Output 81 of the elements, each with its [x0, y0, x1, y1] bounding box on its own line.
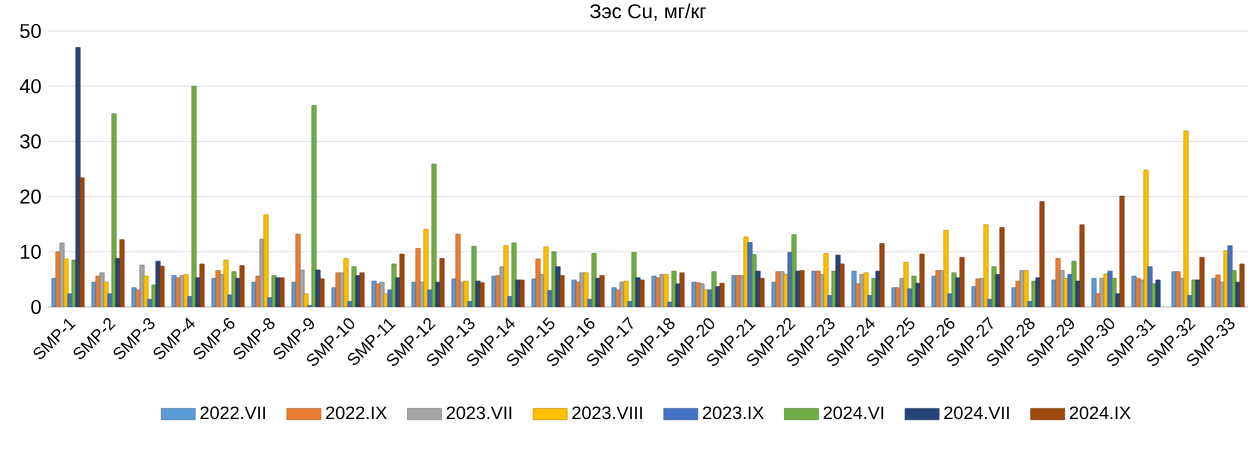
bar: [1023, 270, 1029, 307]
bar: [99, 272, 105, 307]
bar: [1039, 201, 1045, 307]
bar: [1183, 130, 1189, 307]
y-tick-label: 0: [31, 299, 41, 315]
bar: [479, 282, 485, 307]
bar: [159, 265, 165, 307]
legend-label: 2022.VII: [200, 406, 265, 420]
bar: [1079, 224, 1085, 307]
bar: [679, 272, 685, 307]
y-tick-label: 30: [20, 134, 41, 149]
bar: [699, 283, 705, 307]
bar: [851, 270, 857, 307]
legend-label: 2024.IX: [1069, 406, 1131, 420]
bar: [799, 270, 805, 307]
bar: [1091, 278, 1097, 307]
bar: [599, 275, 605, 307]
bar: [943, 229, 949, 307]
bar: [503, 245, 509, 307]
chart-title: Зэс Cu, мг/кг: [590, 3, 707, 21]
bar: [1059, 270, 1065, 307]
bar: [439, 258, 445, 307]
bar: [919, 253, 925, 307]
bar: [623, 280, 629, 307]
bar: [823, 253, 829, 307]
bar: [519, 279, 525, 307]
bar: [63, 258, 69, 307]
legend-label: 2023.VII: [446, 406, 512, 420]
bar: [343, 258, 349, 307]
bar: [103, 281, 109, 307]
bar: [983, 224, 989, 307]
bar: [755, 270, 761, 307]
legend-label: 2022.IX: [326, 406, 387, 420]
bar: [719, 282, 725, 307]
bar: [1143, 169, 1149, 307]
bar: [263, 214, 269, 307]
bar: [999, 227, 1005, 307]
bar: [239, 265, 245, 307]
bar: [959, 257, 965, 307]
bar: [663, 274, 669, 307]
bar: [119, 239, 125, 307]
y-tick-label: 10: [20, 244, 41, 259]
bar: [839, 263, 845, 307]
y-tick-label: 20: [20, 189, 41, 204]
bar: [639, 279, 645, 307]
bar: [423, 228, 429, 307]
bar: [559, 275, 565, 307]
bar: [543, 246, 549, 307]
bar: [199, 263, 205, 307]
bar: [79, 177, 85, 307]
bar: [903, 261, 909, 307]
bar: [379, 281, 385, 307]
bar: [59, 242, 65, 307]
legend-label: 2024.VII: [944, 406, 1009, 420]
bar: [359, 272, 365, 307]
legend-label: 2023.IX: [703, 406, 764, 420]
bar: [1199, 257, 1205, 307]
bar: [555, 266, 561, 307]
bar: [863, 272, 869, 307]
bar: [463, 280, 469, 307]
bar: [315, 269, 321, 307]
bar: [1119, 195, 1125, 307]
bar: [1239, 263, 1245, 307]
bar: [303, 293, 309, 307]
bar: [583, 272, 589, 307]
bar: [139, 264, 145, 307]
bar: [299, 269, 305, 307]
bar: [279, 277, 285, 307]
bar: [143, 275, 149, 307]
bar: [1155, 279, 1161, 307]
bar: [399, 253, 405, 307]
y-tick-label: 50: [20, 23, 41, 39]
bar: [223, 259, 229, 307]
bar: [319, 278, 325, 307]
bar: [183, 274, 189, 307]
bar: [879, 243, 885, 307]
y-tick-label: 40: [19, 79, 41, 94]
bar: [75, 47, 81, 307]
bar: [759, 278, 765, 307]
legend-label: 2024.VI: [823, 406, 884, 420]
legend-label: 2023.VIII: [572, 406, 642, 420]
